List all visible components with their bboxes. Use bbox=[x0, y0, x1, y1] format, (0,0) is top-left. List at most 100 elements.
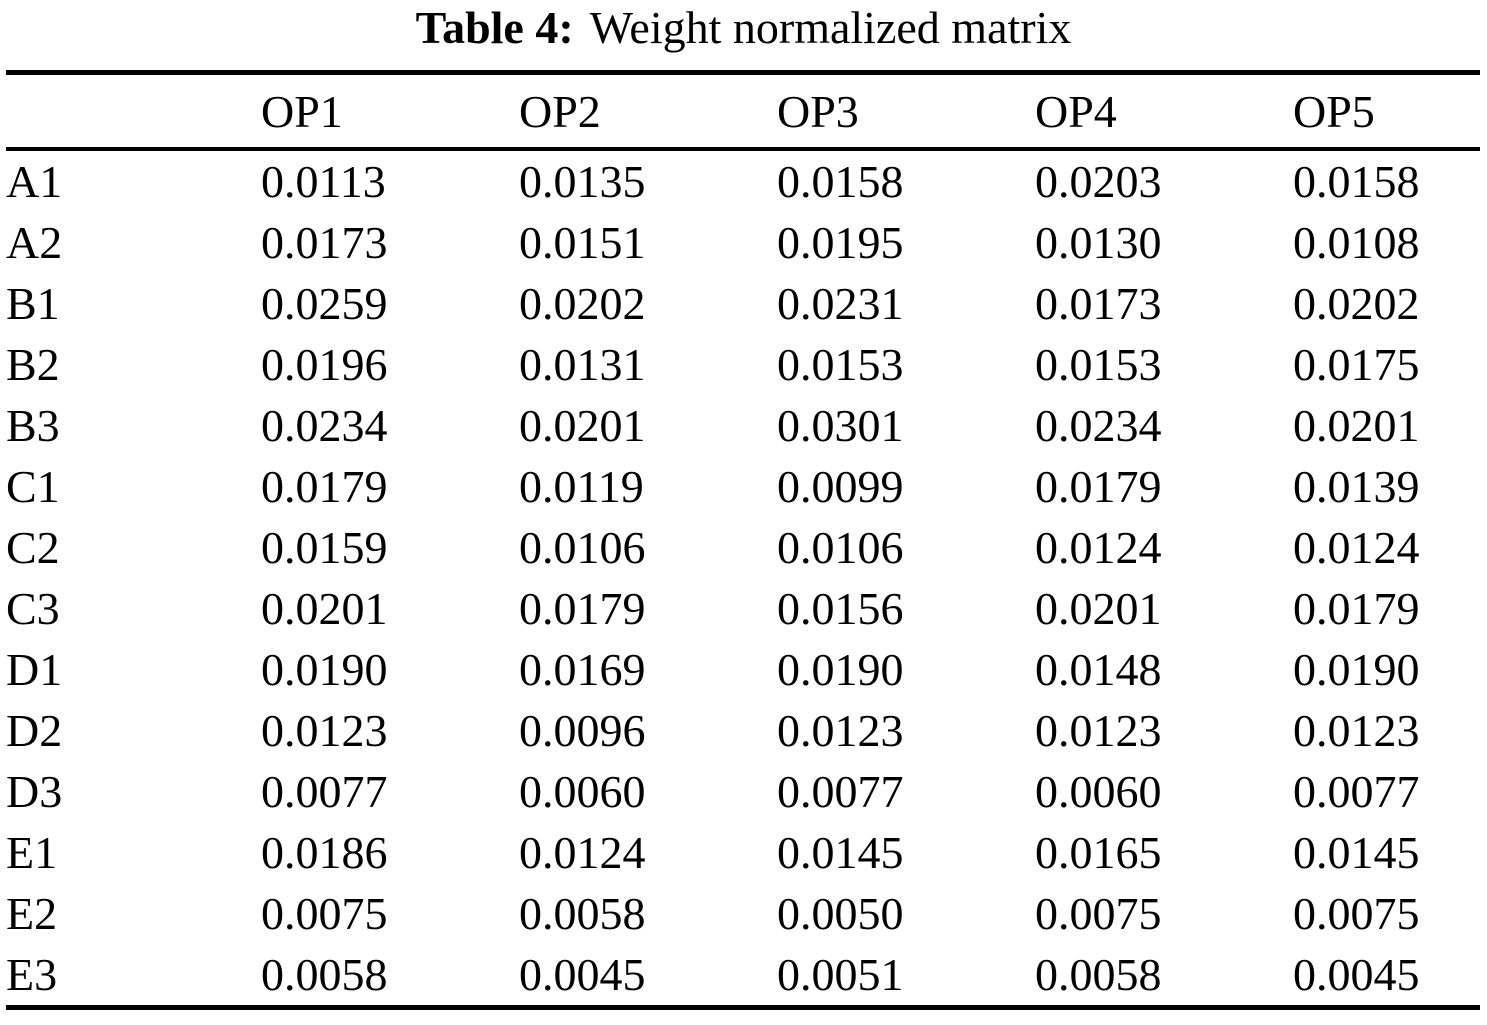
column-header-op1: OP1 bbox=[261, 72, 519, 151]
table-row: A2 0.0173 0.0151 0.0195 0.0130 0.0108 bbox=[6, 212, 1480, 273]
row-label: C1 bbox=[6, 461, 60, 512]
value-cell: 0.0159 bbox=[261, 522, 388, 573]
value-cell: 0.0106 bbox=[519, 522, 646, 573]
table-row: E3 0.0058 0.0045 0.0051 0.0058 0.0045 bbox=[6, 944, 1480, 1008]
value-cell: 0.0169 bbox=[519, 644, 646, 695]
column-header-blank bbox=[6, 72, 261, 151]
table-row: C1 0.0179 0.0119 0.0099 0.0179 0.0139 bbox=[6, 456, 1480, 517]
value-cell: 0.0075 bbox=[1035, 888, 1162, 939]
value-cell: 0.0190 bbox=[261, 644, 388, 695]
value-cell: 0.0130 bbox=[1035, 217, 1162, 268]
value-cell: 0.0075 bbox=[1293, 888, 1420, 939]
row-label: D3 bbox=[6, 766, 63, 817]
value-cell: 0.0156 bbox=[777, 583, 904, 634]
value-cell: 0.0195 bbox=[777, 217, 904, 268]
table-row: E1 0.0186 0.0124 0.0145 0.0165 0.0145 bbox=[6, 822, 1480, 883]
value-cell: 0.0201 bbox=[519, 400, 646, 451]
row-label: E1 bbox=[6, 827, 58, 878]
value-cell: 0.0045 bbox=[1293, 949, 1420, 1000]
column-header-op2: OP2 bbox=[519, 72, 777, 151]
table-row: C2 0.0159 0.0106 0.0106 0.0124 0.0124 bbox=[6, 517, 1480, 578]
table-row: C3 0.0201 0.0179 0.0156 0.0201 0.0179 bbox=[6, 578, 1480, 639]
row-label: C3 bbox=[6, 583, 60, 634]
value-cell: 0.0108 bbox=[1293, 217, 1420, 268]
table-row: D3 0.0077 0.0060 0.0077 0.0060 0.0077 bbox=[6, 761, 1480, 822]
table-row: A1 0.0113 0.0135 0.0158 0.0203 0.0158 bbox=[6, 149, 1480, 212]
value-cell: 0.0202 bbox=[1293, 278, 1420, 329]
value-cell: 0.0151 bbox=[519, 217, 646, 268]
value-cell: 0.0173 bbox=[261, 217, 388, 268]
value-cell: 0.0051 bbox=[777, 949, 904, 1000]
value-cell: 0.0179 bbox=[261, 461, 388, 512]
value-cell: 0.0139 bbox=[1293, 461, 1420, 512]
value-cell: 0.0124 bbox=[1293, 522, 1420, 573]
row-label: D1 bbox=[6, 644, 63, 695]
column-header-op5: OP5 bbox=[1293, 72, 1480, 151]
value-cell: 0.0145 bbox=[1293, 827, 1420, 878]
value-cell: 0.0113 bbox=[261, 156, 386, 207]
value-cell: 0.0259 bbox=[261, 278, 388, 329]
row-label: D2 bbox=[6, 705, 63, 756]
value-cell: 0.0124 bbox=[1035, 522, 1162, 573]
value-cell: 0.0075 bbox=[261, 888, 388, 939]
table-row: D1 0.0190 0.0169 0.0190 0.0148 0.0190 bbox=[6, 639, 1480, 700]
value-cell: 0.0190 bbox=[1293, 644, 1420, 695]
table-row: B3 0.0234 0.0201 0.0301 0.0234 0.0201 bbox=[6, 395, 1480, 456]
value-cell: 0.0123 bbox=[1293, 705, 1420, 756]
value-cell: 0.0148 bbox=[1035, 644, 1162, 695]
value-cell: 0.0058 bbox=[1035, 949, 1162, 1000]
value-cell: 0.0060 bbox=[1035, 766, 1162, 817]
row-label: E3 bbox=[6, 949, 58, 1000]
value-cell: 0.0153 bbox=[777, 339, 904, 390]
row-label: A1 bbox=[6, 156, 63, 207]
value-cell: 0.0077 bbox=[261, 766, 388, 817]
table-row: D2 0.0123 0.0096 0.0123 0.0123 0.0123 bbox=[6, 700, 1480, 761]
header-row: OP1 OP2 OP3 OP4 OP5 bbox=[6, 72, 1480, 151]
value-cell: 0.0234 bbox=[1035, 400, 1162, 451]
value-cell: 0.0123 bbox=[261, 705, 388, 756]
row-label: E2 bbox=[6, 888, 58, 939]
value-cell: 0.0135 bbox=[519, 156, 646, 207]
column-header-op3: OP3 bbox=[777, 72, 1035, 151]
value-cell: 0.0301 bbox=[777, 400, 904, 451]
value-cell: 0.0119 bbox=[519, 461, 644, 512]
value-cell: 0.0060 bbox=[519, 766, 646, 817]
value-cell: 0.0158 bbox=[777, 156, 904, 207]
row-label: B3 bbox=[6, 400, 60, 451]
value-cell: 0.0173 bbox=[1035, 278, 1162, 329]
value-cell: 0.0099 bbox=[777, 461, 904, 512]
value-cell: 0.0096 bbox=[519, 705, 646, 756]
value-cell: 0.0165 bbox=[1035, 827, 1162, 878]
table-caption-text: Weight normalized matrix bbox=[589, 2, 1072, 53]
value-cell: 0.0050 bbox=[777, 888, 904, 939]
value-cell: 0.0179 bbox=[1293, 583, 1420, 634]
value-cell: 0.0077 bbox=[1293, 766, 1420, 817]
value-cell: 0.0123 bbox=[777, 705, 904, 756]
row-label: A2 bbox=[6, 217, 63, 268]
value-cell: 0.0124 bbox=[519, 827, 646, 878]
row-label: B1 bbox=[6, 278, 60, 329]
weight-normalized-matrix-table: OP1 OP2 OP3 OP4 OP5 A1 0.0113 0.0135 0.0158… bbox=[6, 70, 1480, 1010]
table-row: E2 0.0075 0.0058 0.0050 0.0075 0.0075 bbox=[6, 883, 1480, 944]
row-label: C2 bbox=[6, 522, 60, 573]
table-body: A1 0.0113 0.0135 0.0158 0.0203 0.0158 A2 0.0173… bbox=[6, 149, 1480, 1008]
value-cell: 0.0179 bbox=[519, 583, 646, 634]
value-cell: 0.0234 bbox=[261, 400, 388, 451]
value-cell: 0.0186 bbox=[261, 827, 388, 878]
value-cell: 0.0145 bbox=[777, 827, 904, 878]
value-cell: 0.0045 bbox=[519, 949, 646, 1000]
value-cell: 0.0179 bbox=[1035, 461, 1162, 512]
value-cell: 0.0153 bbox=[1035, 339, 1162, 390]
column-header-op4: OP4 bbox=[1035, 72, 1293, 151]
value-cell: 0.0175 bbox=[1293, 339, 1420, 390]
value-cell: 0.0058 bbox=[519, 888, 646, 939]
value-cell: 0.0190 bbox=[777, 644, 904, 695]
value-cell: 0.0201 bbox=[1035, 583, 1162, 634]
value-cell: 0.0123 bbox=[1035, 705, 1162, 756]
value-cell: 0.0106 bbox=[777, 522, 904, 573]
value-cell: 0.0201 bbox=[261, 583, 388, 634]
table-row: B2 0.0196 0.0131 0.0153 0.0153 0.0175 bbox=[6, 334, 1480, 395]
value-cell: 0.0158 bbox=[1293, 156, 1420, 207]
value-cell: 0.0077 bbox=[777, 766, 904, 817]
